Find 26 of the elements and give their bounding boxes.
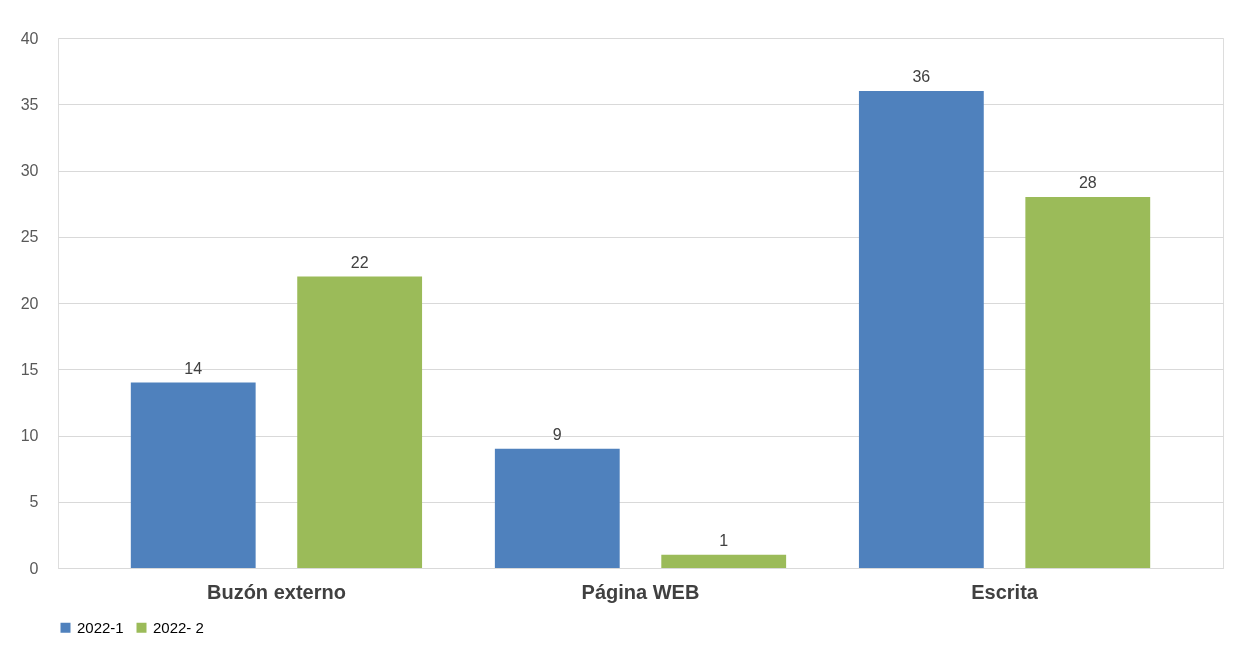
x-tick-label: Página WEB [581, 580, 700, 603]
legend-label: 2022- 2 [153, 618, 204, 636]
bar [858, 91, 984, 568]
y-tick-label: 15 [20, 360, 39, 378]
bar [661, 554, 787, 568]
y-tick-label: 30 [20, 162, 39, 179]
y-tick-label: 0 [29, 559, 39, 577]
data-label: 1 [719, 531, 729, 549]
data-label: 28 [1078, 174, 1097, 191]
bar [1025, 197, 1151, 568]
y-tick-label: 25 [20, 228, 39, 246]
data-label: 14 [184, 359, 203, 377]
x-tick-label: Buzón externo [206, 580, 346, 603]
y-tick-label: 20 [20, 294, 39, 312]
legend-label: 2022-1 [77, 618, 124, 636]
data-label: 9 [552, 425, 562, 443]
bar [130, 382, 256, 568]
x-tick-label: Escrita [971, 580, 1039, 603]
data-label: 22 [350, 253, 369, 271]
bar [297, 276, 423, 568]
y-tick-label: 35 [20, 95, 39, 113]
bar [494, 448, 620, 568]
data-label: 36 [912, 68, 931, 85]
y-tick-label: 40 [20, 29, 39, 47]
y-tick-label: 10 [20, 427, 39, 444]
y-tick-label: 5 [29, 493, 39, 511]
